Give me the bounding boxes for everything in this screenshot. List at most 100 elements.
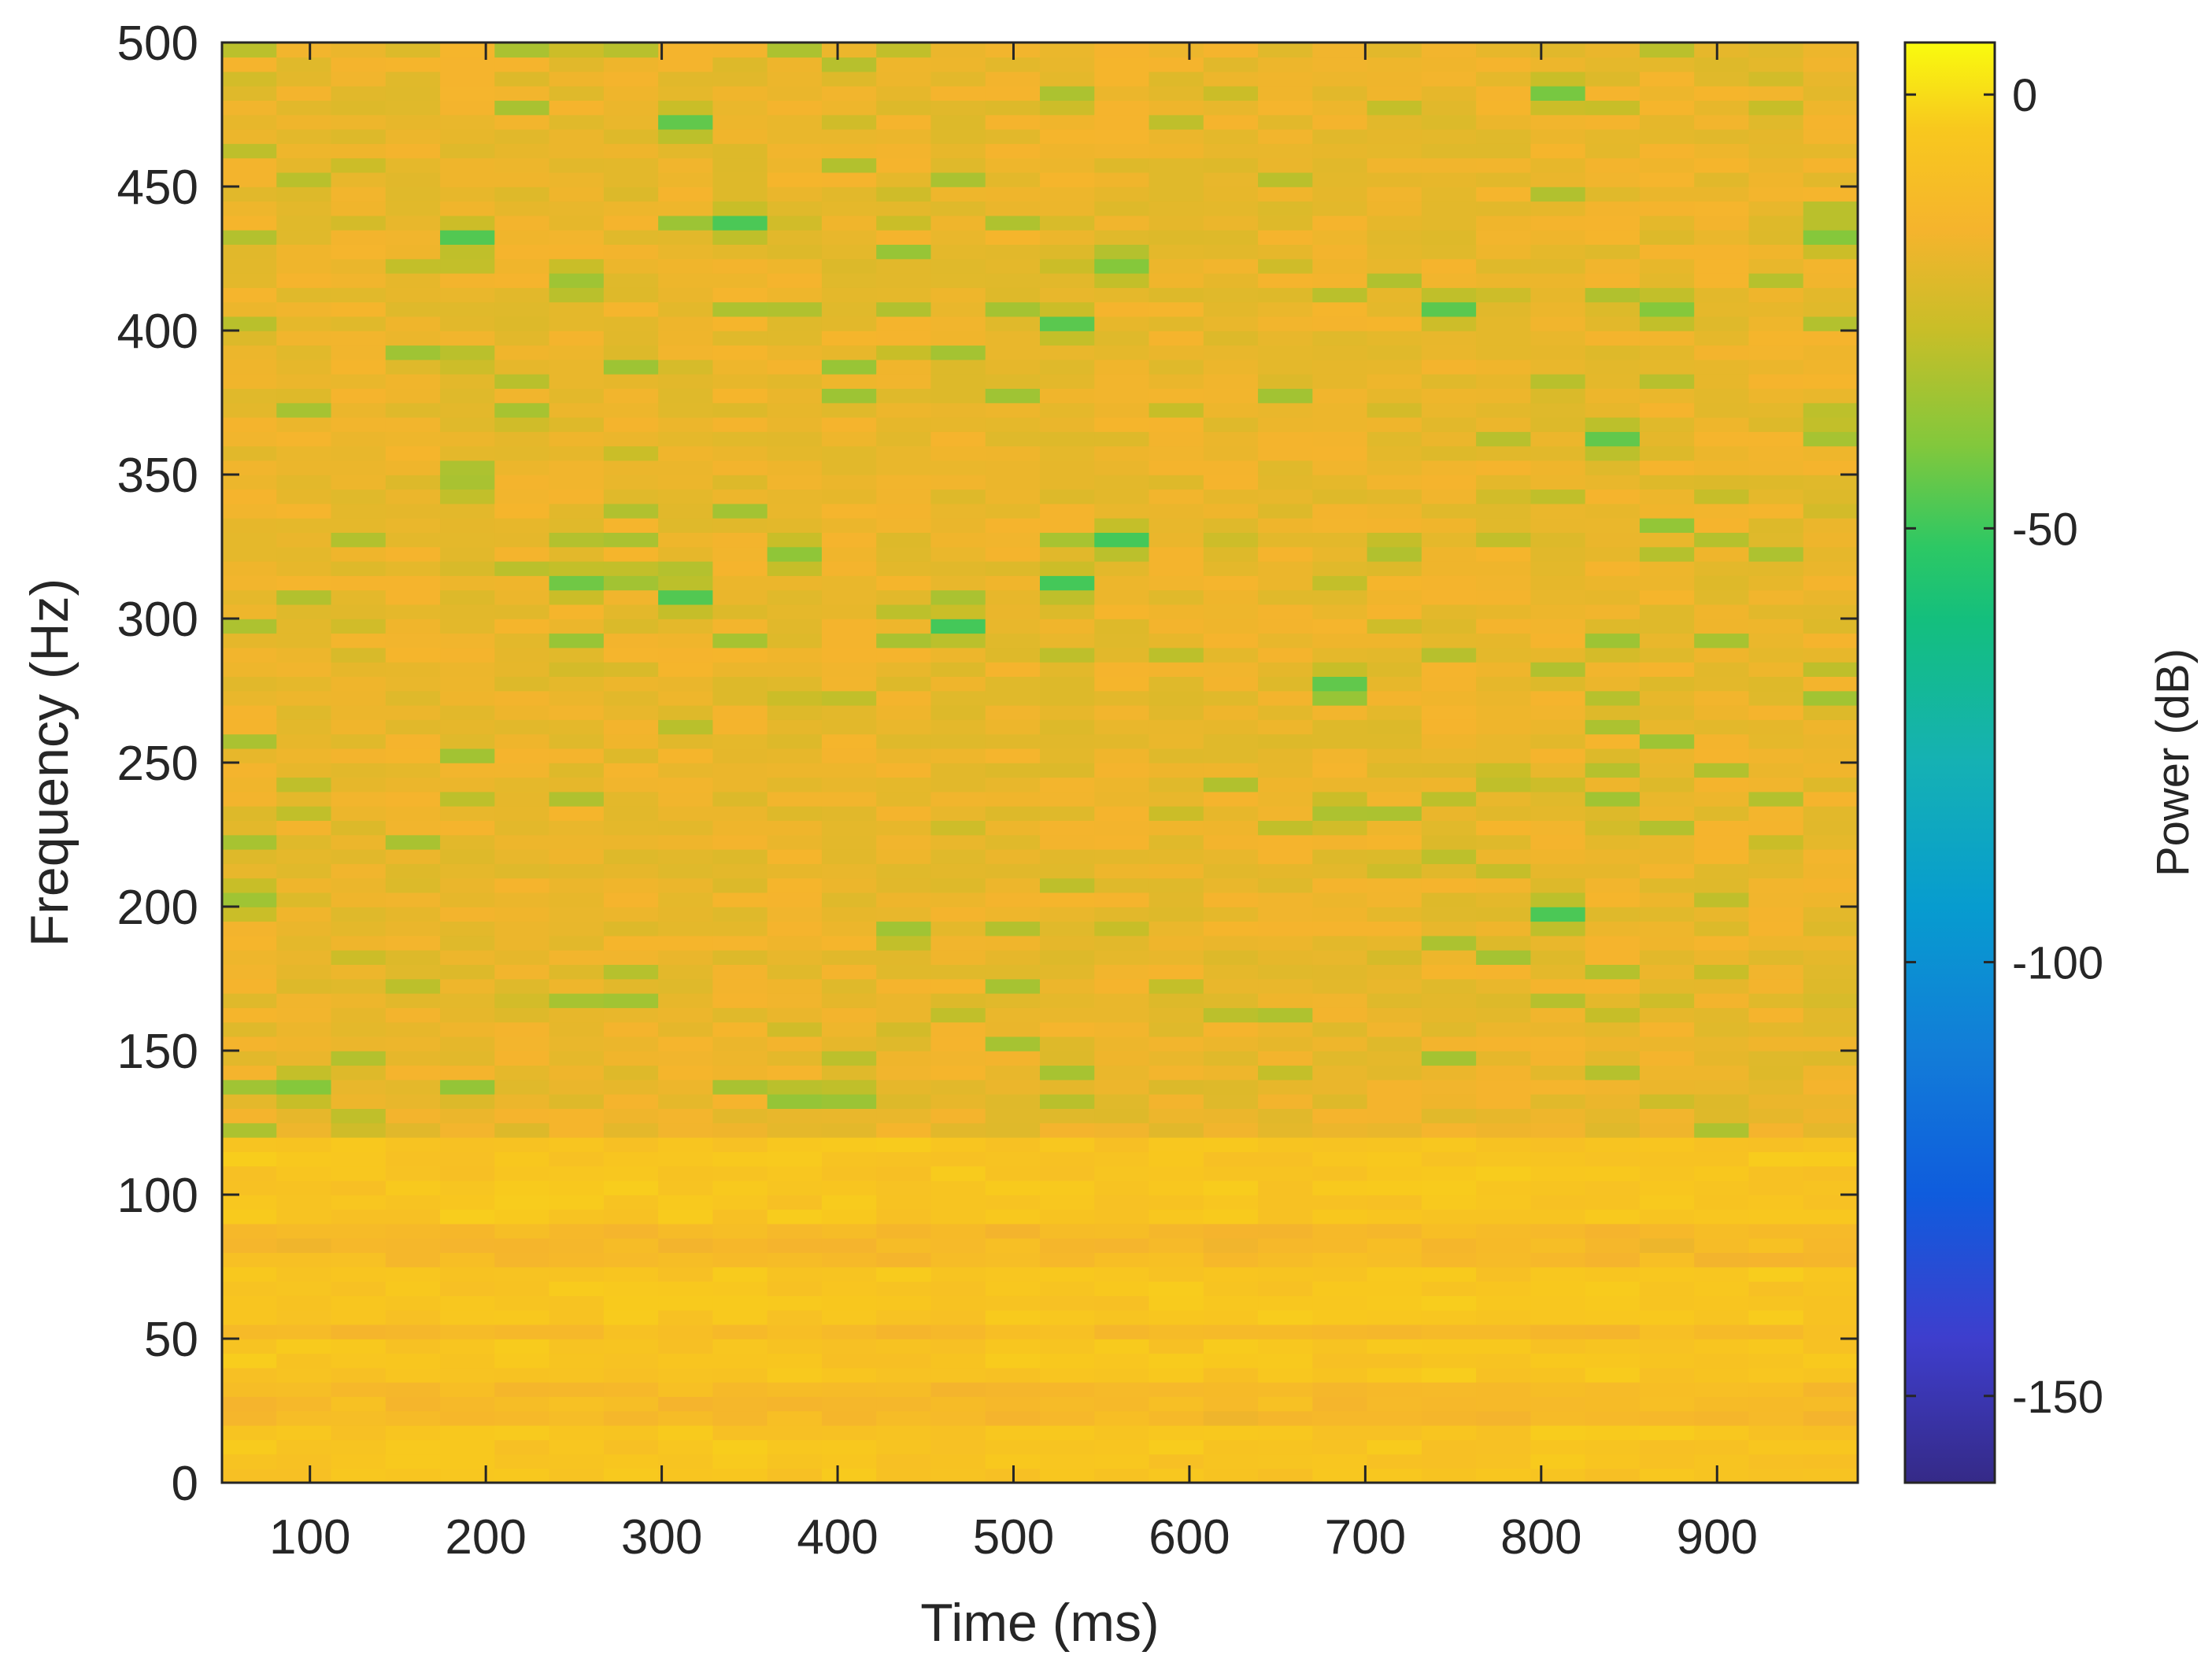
heatmap-cell [1476,1122,1532,1138]
heatmap-cell [1694,373,1750,389]
heatmap-cell [1094,1280,1150,1296]
heatmap-cell [1203,1454,1259,1469]
heatmap-cell [1694,416,1750,432]
heatmap-cell [1694,157,1750,173]
heatmap-cell [1203,907,1259,922]
heatmap-cell [276,1353,332,1369]
heatmap-cell [876,1065,932,1081]
heatmap-cell [712,1280,768,1296]
heatmap-cell [1312,331,1368,346]
heatmap-cell [1476,877,1532,893]
heatmap-cell [930,863,986,879]
heatmap-cell [1367,1237,1422,1253]
heatmap-cell [222,100,278,116]
heatmap-cell [1312,935,1368,951]
heatmap-cell [1530,1266,1586,1282]
heatmap-cell [1203,589,1259,605]
heatmap-cell [385,532,441,548]
heatmap-cell [1149,1295,1204,1311]
heatmap-cell [385,1454,441,1469]
heatmap-cell [1203,1051,1259,1066]
heatmap-cell [1312,1237,1368,1253]
heatmap-cell [385,57,441,72]
heatmap-cell [440,1065,496,1081]
heatmap-cell [276,517,332,533]
heatmap-cell [985,1079,1041,1095]
heatmap-cell [767,1093,823,1109]
heatmap-cell [1639,661,1695,677]
heatmap-cell [385,287,441,303]
heatmap-cell [1258,57,1314,72]
heatmap-cell [1149,517,1204,533]
heatmap-cell [1149,921,1204,937]
heatmap-cell [385,1410,441,1426]
heatmap-cell [658,633,714,648]
heatmap-cell [767,431,823,447]
x-tick-label: 100 [269,1510,350,1565]
heatmap-cell [494,416,550,432]
heatmap-cell [1258,503,1314,519]
heatmap-cell [876,316,932,331]
heatmap-cell [1258,1396,1314,1412]
heatmap-cell [549,589,605,605]
heatmap-cell [821,589,877,605]
heatmap-cell [1803,589,1858,605]
heatmap-cell [494,589,550,605]
heatmap-cell [985,1180,1041,1195]
heatmap-cell [440,331,496,346]
heatmap-cell [1585,172,1641,187]
heatmap-cell [276,244,332,260]
colorbar [1905,42,1995,1483]
heatmap-cell [1367,820,1422,836]
heatmap-cell [1203,503,1259,519]
heatmap-cell [1530,619,1586,634]
heatmap-cell [1094,1454,1150,1469]
heatmap-cell [440,1367,496,1383]
heatmap-cell [549,1180,605,1195]
heatmap-cell [658,848,714,864]
heatmap-cell [222,1381,278,1397]
heatmap-cell [1203,1295,1259,1311]
heatmap-cell [1476,1266,1532,1282]
heatmap-cell [385,978,441,994]
heatmap-cell [1530,431,1586,447]
heatmap-cell [1312,402,1368,418]
heatmap-cell [1421,229,1477,245]
heatmap-cell [1748,57,1804,72]
heatmap-cell [767,1036,823,1051]
heatmap-cell [222,1180,278,1195]
heatmap-cell [603,935,659,951]
heatmap-cell [821,1136,877,1152]
heatmap-cell [331,1180,387,1195]
heatmap-cell [494,475,550,490]
heatmap-cell [821,1295,877,1311]
heatmap-cell [222,1036,278,1051]
heatmap-cell [1312,633,1368,648]
heatmap-cell [1312,287,1368,303]
heatmap-cell [930,935,986,951]
heatmap-cell [603,157,659,173]
heatmap-cell [222,1065,278,1081]
heatmap-cell [1803,532,1858,548]
heatmap-cell [1639,1439,1695,1455]
heatmap-cell [385,1223,441,1239]
heatmap-cell [985,1396,1041,1412]
heatmap-cell [985,805,1041,821]
heatmap-cell [1476,331,1532,346]
heatmap-cell [276,1339,332,1354]
heatmap-cell [385,345,441,360]
heatmap-cell [1312,517,1368,533]
heatmap-cell [385,546,441,562]
heatmap-cell [603,373,659,389]
heatmap-cell [331,949,387,965]
heatmap-cell [1312,546,1368,562]
heatmap-cell [712,1310,768,1325]
heatmap-cell [930,1093,986,1109]
heatmap-cell [1203,719,1259,735]
heatmap-cell [1203,431,1259,447]
heatmap-cell [1312,71,1368,87]
heatmap-cell [1149,258,1204,274]
heatmap-cell [876,445,932,461]
heatmap-cell [658,1223,714,1239]
heatmap-cell [1367,402,1422,418]
